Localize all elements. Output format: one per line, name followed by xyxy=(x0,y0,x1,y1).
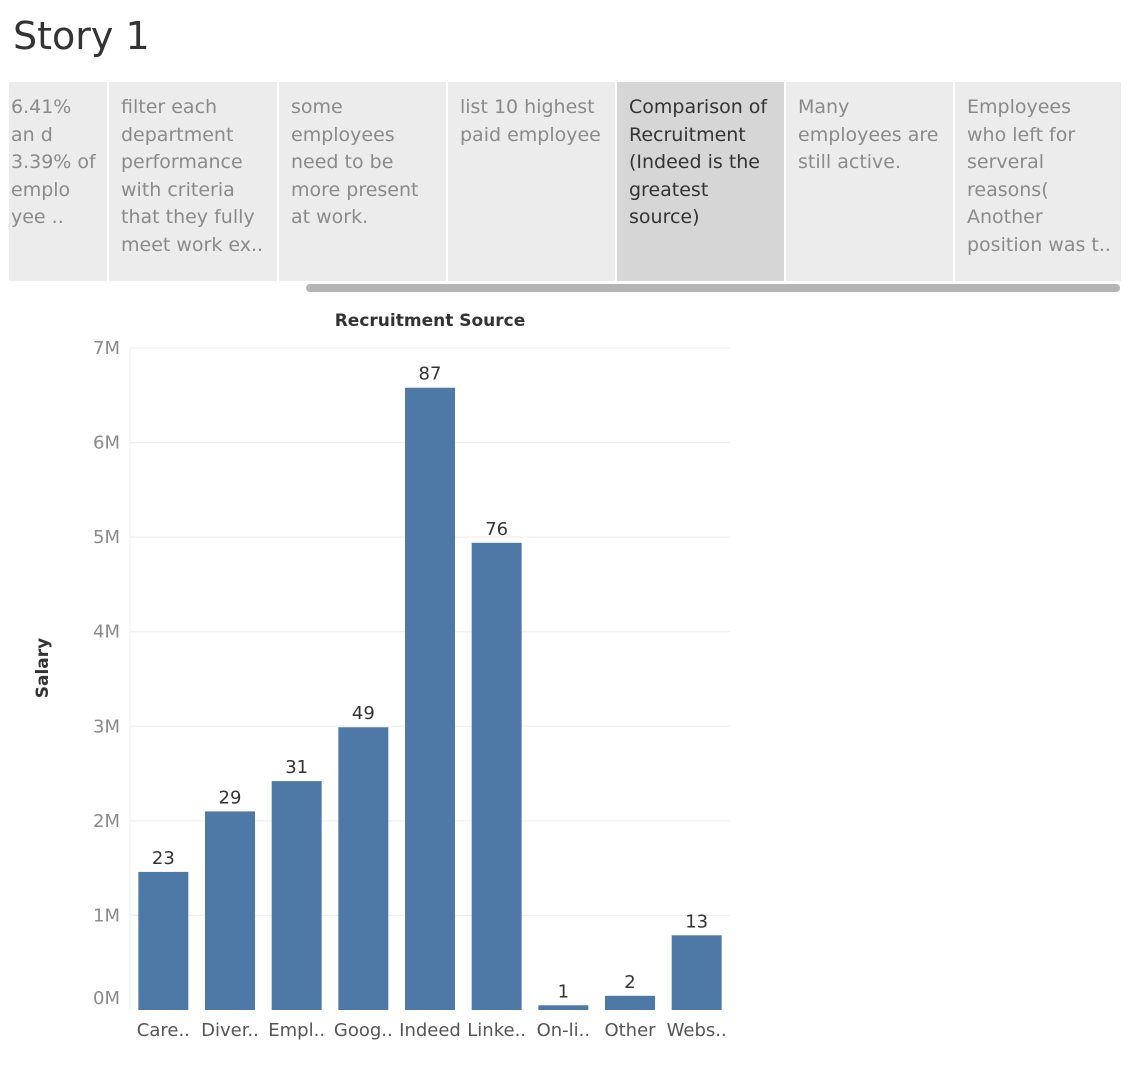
x-tick-label: Empl.. xyxy=(268,1020,325,1041)
x-tick-label: Other xyxy=(604,1020,656,1041)
y-tick-label: 6M xyxy=(93,433,120,454)
y-tick-label: 5M xyxy=(93,527,120,548)
y-tick-label: 0M xyxy=(93,988,120,1009)
data-label: 29 xyxy=(219,787,242,808)
data-label: 49 xyxy=(352,703,375,724)
data-label: 76 xyxy=(485,519,508,540)
story-point-2[interactable]: filter each department performance with … xyxy=(109,82,279,281)
y-tick-label: 7M xyxy=(93,338,120,359)
y-tick-label: 1M xyxy=(93,905,120,926)
story-point-5[interactable]: Comparison of Recruitment (Indeed is the… xyxy=(617,82,786,281)
story-point-3[interactable]: some employees need to be more present a… xyxy=(279,82,448,281)
bar xyxy=(471,542,522,1010)
story-scrollbar[interactable] xyxy=(306,284,1120,292)
y-tick-label: 4M xyxy=(93,622,120,643)
bar xyxy=(405,387,455,1011)
bar xyxy=(538,1005,589,1010)
data-label: 2 xyxy=(624,972,635,993)
story-navigator: 6.41% an d 3.39% of emplo yee .. filter … xyxy=(9,82,1121,281)
x-tick-label: Webs.. xyxy=(667,1020,727,1041)
y-tick-label: 2M xyxy=(93,811,120,832)
story-title: Story 1 xyxy=(13,14,150,58)
data-label: 23 xyxy=(152,848,175,869)
bar xyxy=(338,727,389,1010)
story-point-1[interactable]: 6.41% an d 3.39% of emplo yee .. xyxy=(9,82,109,281)
bar xyxy=(605,995,655,1010)
bar-chart: Recruitment Source Salary 0M 1M 2M 3M 4M 5M 6M 7M… xyxy=(33,311,730,1041)
x-tick-label: Care.. xyxy=(137,1020,190,1041)
bar xyxy=(205,811,255,1010)
x-tick-label: Goog.. xyxy=(334,1020,393,1041)
data-label: 1 xyxy=(558,981,569,1002)
x-tick-label: On-li.. xyxy=(537,1020,591,1041)
x-tick-label: Indeed xyxy=(399,1020,461,1041)
bar xyxy=(138,871,189,1010)
data-label: 87 xyxy=(419,364,442,385)
data-label: 13 xyxy=(685,911,708,932)
story-point-4[interactable]: list 10 highest paid employee xyxy=(448,82,617,281)
y-tick-label: 3M xyxy=(93,716,120,737)
story-point-6[interactable]: Many employees are still active. xyxy=(786,82,955,281)
bar xyxy=(271,781,322,1010)
bar xyxy=(671,935,722,1010)
data-label: 31 xyxy=(285,757,308,778)
chart-title: Recruitment Source xyxy=(335,311,526,331)
y-axis-label: Salary xyxy=(33,638,53,698)
x-tick-label: Diver.. xyxy=(201,1020,259,1041)
x-tick-label: Linke.. xyxy=(467,1020,526,1041)
story-point-7[interactable]: Employees who left for serveral reasons(… xyxy=(955,82,1121,281)
